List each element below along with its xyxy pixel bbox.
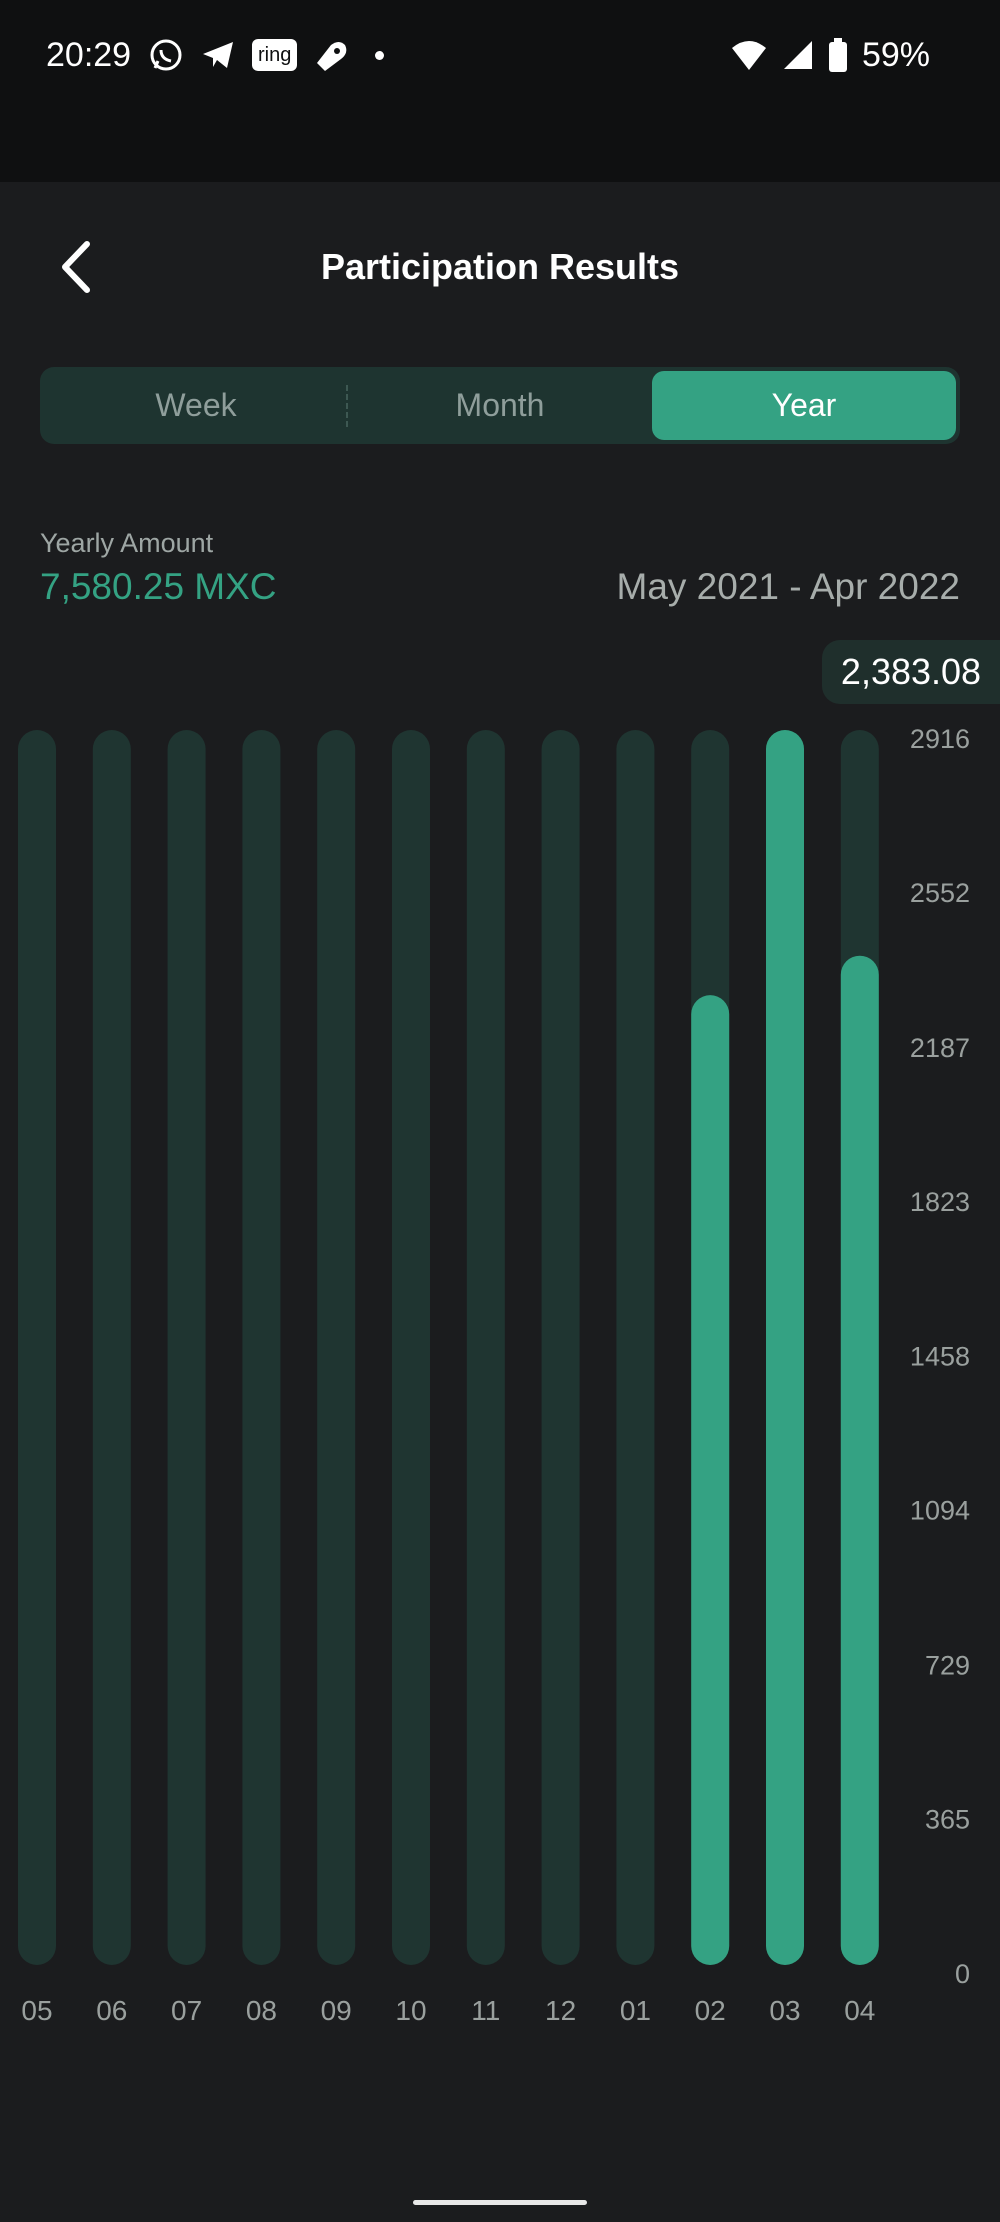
y-tick-label: 2552 (910, 878, 970, 908)
y-tick-label: 1823 (910, 1187, 970, 1217)
bar-track-12[interactable] (541, 730, 580, 1965)
notification-dot (375, 50, 385, 60)
tag-icon (317, 42, 347, 71)
bar-track-06[interactable] (92, 730, 131, 1965)
tab-year[interactable]: Year (652, 371, 956, 440)
bar-02[interactable] (691, 995, 730, 1965)
signal-icon (783, 41, 812, 69)
telegram-icon (203, 42, 233, 68)
battery-icon (828, 38, 847, 72)
yearly-amount-label: Yearly Amount (40, 528, 214, 558)
yearly-amount-value: 7,580.25 MXC (40, 566, 277, 607)
x-tick-label: 03 (769, 1995, 800, 2026)
y-tick-label: 2187 (910, 1033, 970, 1063)
participation-chart: 05 06 07 08 09 10 11 12 01 02 03 04 2916 2552 2187 1823… (0, 700, 1000, 2050)
y-tick-label: 1458 (910, 1342, 970, 1372)
x-tick-label: 02 (695, 1995, 726, 2026)
header: Participation Results (0, 182, 1000, 352)
y-tick-label: 365 (925, 1804, 970, 1834)
chevron-left-icon (62, 241, 90, 293)
bar-track-08[interactable] (242, 730, 281, 1965)
battery-percent: 59% (861, 35, 930, 74)
tab-divider (346, 385, 348, 427)
tab-week[interactable]: Week (155, 387, 237, 423)
x-tick-label: 11 (471, 1995, 500, 2026)
x-tick-label: 06 (96, 1995, 127, 2026)
bar-03[interactable] (766, 730, 804, 1965)
bar-04[interactable] (840, 955, 879, 1965)
status-time: 20:29 (46, 36, 132, 74)
x-tick-label: 07 (171, 1995, 202, 2026)
y-tick-label: 729 (925, 1650, 970, 1680)
y-tick-label: 1094 (910, 1496, 970, 1526)
x-tick-label: 08 (246, 1995, 277, 2026)
selected-value-tooltip: 2,383.08 (822, 640, 1000, 704)
page-title: Participation Results (320, 246, 680, 287)
status-bar: 20:29 ring 59% (0, 0, 1000, 182)
y-tick-label: 2916 (910, 724, 970, 754)
bar-track-05[interactable] (18, 730, 56, 1965)
tab-month[interactable]: Month (455, 387, 545, 423)
bar-chart: 05 06 07 08 09 10 11 12 01 02 03 04 2916 2552 2187 1823… (18, 724, 970, 2026)
x-tick-label: 04 (844, 1995, 875, 2026)
home-indicator[interactable] (413, 2200, 587, 2205)
x-tick-label: 12 (545, 1995, 576, 2026)
bar-track-09[interactable] (317, 730, 356, 1965)
whatsapp-icon (150, 39, 182, 71)
bar-track-07[interactable] (167, 730, 206, 1965)
back-button[interactable] (50, 237, 100, 297)
bar-track-10[interactable] (392, 730, 430, 1965)
ring-icon: ring (252, 39, 298, 71)
x-tick-label: 10 (395, 1995, 426, 2026)
bar-track-01[interactable] (616, 730, 655, 1965)
wifi-icon (731, 41, 766, 70)
y-tick-label: 0 (955, 1959, 970, 1989)
x-tick-label: 05 (21, 1995, 52, 2026)
bar-track-11[interactable] (466, 730, 505, 1965)
x-tick-label: 01 (620, 1995, 651, 2026)
date-range: May 2021 - Apr 2022 (616, 566, 961, 607)
x-tick-label: 09 (321, 1995, 352, 2026)
period-selector: Week Month Year (40, 367, 960, 444)
